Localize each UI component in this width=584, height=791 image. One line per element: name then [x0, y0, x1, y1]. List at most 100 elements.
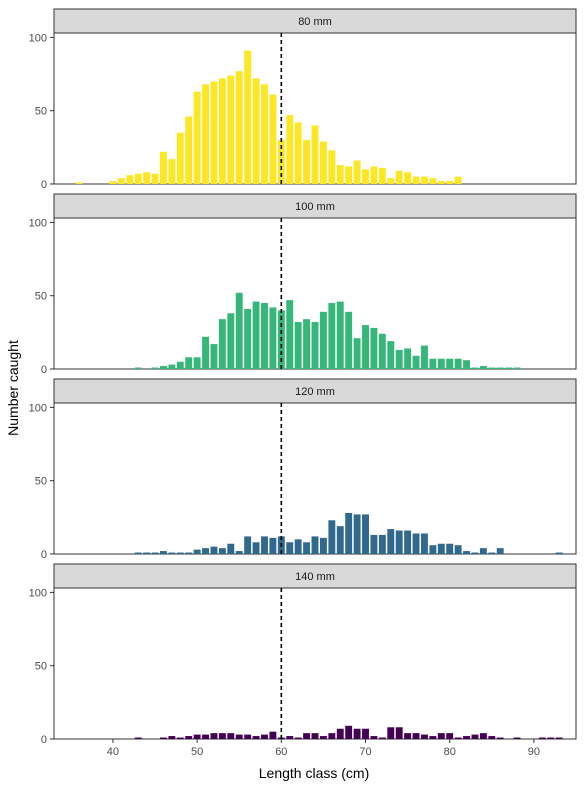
- histogram-bar: [294, 737, 302, 739]
- histogram-bar: [463, 551, 471, 554]
- histogram-bar: [286, 542, 294, 554]
- histogram-bar: [261, 734, 268, 739]
- histogram-bar: [269, 731, 277, 739]
- histogram-bar: [75, 182, 83, 184]
- histogram-bar: [202, 84, 210, 184]
- panel-border: [53, 402, 577, 555]
- facet-strip: [53, 378, 577, 404]
- histogram-bar: [227, 75, 235, 184]
- histogram-bar: [294, 539, 302, 554]
- y-tick-label: 50: [35, 661, 47, 673]
- histogram-bar: [454, 358, 462, 369]
- histogram-bar: [269, 307, 277, 369]
- histogram-bar: [261, 303, 268, 369]
- histogram-bar: [159, 151, 167, 184]
- histogram-bar: [218, 548, 226, 554]
- histogram-bar: [252, 542, 260, 554]
- histogram-bar: [488, 736, 496, 739]
- histogram-bar: [395, 727, 403, 739]
- histogram-bar: [143, 172, 151, 184]
- histogram-bar: [437, 543, 445, 554]
- histogram-bar: [353, 514, 361, 554]
- y-tick-label: 0: [41, 179, 47, 191]
- x-axis-title: Length class (cm): [259, 765, 369, 781]
- histogram-bar: [345, 166, 353, 184]
- histogram-bar: [286, 115, 294, 184]
- histogram-bar: [420, 345, 428, 369]
- histogram-bar: [328, 520, 336, 554]
- histogram-bar: [117, 178, 125, 184]
- histogram-bar: [261, 536, 268, 554]
- histogram-bar: [244, 536, 252, 554]
- histogram-bar: [168, 364, 176, 369]
- histogram-bar: [303, 542, 311, 554]
- histogram-bar: [328, 150, 336, 184]
- histogram-bar: [319, 141, 327, 184]
- histogram-bar: [353, 338, 361, 369]
- histogram-bar: [311, 536, 319, 554]
- histogram-bar: [463, 736, 471, 739]
- histogram-bar: [362, 325, 369, 369]
- histogram-bar: [429, 545, 437, 554]
- histogram-bar: [362, 728, 369, 739]
- histogram-bar: [420, 734, 428, 739]
- histogram-bar: [218, 733, 226, 739]
- histogram-bar: [185, 552, 193, 554]
- histogram-bar: [134, 552, 142, 554]
- histogram-bar: [395, 530, 403, 554]
- histogram-bar: [286, 736, 294, 739]
- histogram-bar: [227, 733, 235, 739]
- histogram-bar: [378, 737, 386, 739]
- histogram-bar: [193, 549, 201, 554]
- histogram-bar: [404, 348, 412, 369]
- histogram-bar: [244, 50, 252, 185]
- histogram-bar: [538, 737, 546, 739]
- histogram-bar: [185, 736, 193, 739]
- histogram-bar: [252, 78, 260, 184]
- histogram-bar: [176, 132, 184, 184]
- histogram-bar: [126, 175, 134, 184]
- histogram-bar: [336, 301, 344, 369]
- histogram-bar: [269, 94, 277, 184]
- histogram-bar: [446, 543, 454, 554]
- y-tick-label: 50: [35, 106, 47, 118]
- histogram-bar: [151, 552, 159, 554]
- histogram-bar: [159, 737, 167, 739]
- histogram-bar: [202, 336, 210, 369]
- histogram-bar: [227, 543, 235, 554]
- histogram-bar: [345, 725, 353, 739]
- histogram-bar: [513, 367, 521, 369]
- histogram-bar: [488, 552, 496, 554]
- facet-strip-label: 140 mm: [295, 571, 335, 583]
- histogram-bar: [235, 551, 243, 554]
- histogram-bar: [193, 357, 201, 369]
- histogram-bar: [362, 169, 369, 184]
- y-tick-label: 0: [41, 734, 47, 746]
- histogram-bar: [202, 734, 210, 739]
- histogram-bar: [168, 552, 176, 554]
- histogram-bar: [134, 367, 142, 369]
- y-axis-title: Number caught: [5, 340, 21, 436]
- histogram-bar: [412, 533, 420, 554]
- x-tick-label: 40: [107, 746, 119, 758]
- histogram-bar: [193, 734, 201, 739]
- histogram-bar: [479, 366, 487, 369]
- y-tick-label: 100: [29, 402, 47, 414]
- histogram-bar: [336, 164, 344, 184]
- histogram-bar: [303, 319, 311, 369]
- histogram-bar: [176, 552, 184, 554]
- histogram-bar: [370, 327, 378, 369]
- histogram-bar: [294, 122, 302, 184]
- histogram-bar: [252, 736, 260, 739]
- histogram-bar: [286, 300, 294, 369]
- histogram-bar: [378, 333, 386, 369]
- histogram-bar: [437, 358, 445, 369]
- histogram-bar: [252, 301, 260, 369]
- histogram-bar: [412, 355, 420, 369]
- histogram-bar: [555, 552, 563, 554]
- histogram-bar: [353, 160, 361, 184]
- histogram-bar: [353, 728, 361, 739]
- histogram-bar: [387, 178, 395, 184]
